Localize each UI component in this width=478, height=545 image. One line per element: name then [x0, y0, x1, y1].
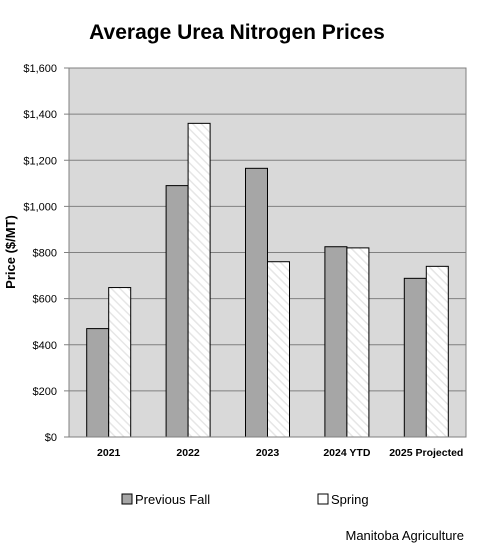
y-axis-label: Price ($/MT) [3, 215, 18, 289]
y-tick-label: $200 [33, 386, 57, 398]
legend-swatch [121, 493, 133, 505]
bar-previous-fall [324, 246, 348, 438]
legend: Previous Fall Spring [121, 492, 369, 507]
bar-spring [425, 265, 449, 438]
bar-spring [187, 122, 211, 438]
x-tick-label: 2025 Projected [389, 447, 463, 459]
y-tick-label: $0 [45, 432, 57, 444]
x-tick-label: 2023 [256, 447, 280, 459]
bar-previous-fall [245, 167, 268, 438]
source-credit: Manitoba Agriculture [345, 528, 464, 543]
y-tick-label: $1,000 [23, 201, 57, 213]
y-tick-label: $800 [33, 248, 57, 260]
legend-swatch [317, 493, 329, 505]
x-tick-label: 2021 [97, 447, 121, 459]
x-tick-label: 2024 YTD [323, 447, 371, 459]
bar-spring [346, 247, 370, 438]
chart-title: Average Urea Nitrogen Prices [89, 21, 385, 44]
y-tick-label: $600 [33, 294, 57, 306]
x-tick-label: 2022 [176, 447, 200, 459]
legend-label: Previous Fall [135, 492, 210, 507]
y-tick-label: $1,600 [23, 63, 57, 75]
bar-spring [267, 261, 290, 438]
bar-previous-fall [86, 328, 110, 438]
y-tick-label: $1,200 [23, 155, 57, 167]
y-tick-label: $400 [33, 340, 57, 352]
bar-spring [108, 287, 132, 438]
y-tick-label: $1,400 [23, 109, 57, 121]
plot-area: $0 $200 $400 $600 $800 $1,000 $1,200 $1,400 $1,6… [23, 63, 467, 459]
bar-previous-fall [165, 185, 189, 438]
legend-label: Spring [331, 492, 369, 507]
bar-previous-fall [403, 277, 427, 438]
